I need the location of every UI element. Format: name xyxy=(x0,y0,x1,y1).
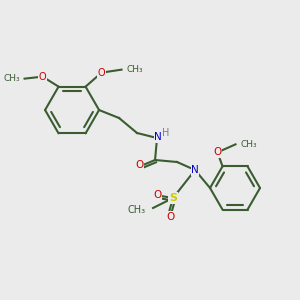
Text: CH₃: CH₃ xyxy=(241,140,257,149)
Text: CH₃: CH₃ xyxy=(4,74,21,83)
Text: H: H xyxy=(162,128,170,138)
Text: O: O xyxy=(213,147,222,157)
Text: O: O xyxy=(166,212,174,222)
Text: O: O xyxy=(39,72,46,82)
Text: CH₃: CH₃ xyxy=(127,65,143,74)
Text: N: N xyxy=(154,132,162,142)
Text: CH₃: CH₃ xyxy=(128,205,146,215)
Text: S: S xyxy=(169,193,177,203)
Text: O: O xyxy=(153,190,161,200)
Text: O: O xyxy=(98,68,105,78)
Text: N: N xyxy=(191,165,199,175)
Text: O: O xyxy=(135,160,143,170)
